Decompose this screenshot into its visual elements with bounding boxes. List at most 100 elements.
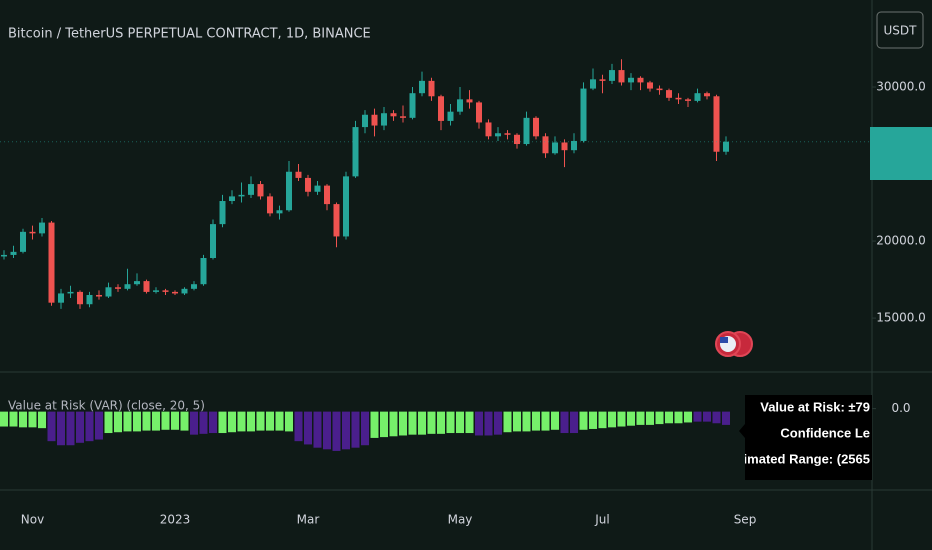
var-bar [190,411,198,435]
candle-body [238,194,245,197]
y-tick-label: 15000.0 [876,311,926,325]
var-bar [465,411,474,434]
var-bar [294,411,303,442]
var-bar [218,411,227,434]
var-bar [351,411,360,448]
x-tick-label: Sep [734,513,757,527]
candle-body [447,111,454,121]
var-bar [646,411,654,425]
chart-title: Bitcoin / TetherUS PERPETUAL CONTRACT, 1… [8,27,371,42]
candle-body [466,99,473,103]
var-bar [370,411,379,438]
var-bar [209,411,217,434]
currency-button[interactable] [876,11,924,49]
var-bar [437,411,445,434]
candle-body [343,176,349,237]
var-bar [247,411,255,432]
candle-body [86,294,93,305]
var-bar [361,411,369,446]
candle-body [580,88,587,141]
candle-body [561,142,568,151]
var-bar [627,411,635,426]
candle-body [476,102,482,123]
var-bar [19,411,27,428]
var-bar [598,411,607,429]
y-tick-label: 20000.0 [876,234,926,248]
candle-body [504,133,511,135]
var-bar [722,411,730,425]
candle-body [124,284,131,289]
var-bar [418,411,426,435]
var-bar [133,411,141,432]
candle-body [666,90,672,98]
var-bar [389,411,398,437]
candle-body [229,196,235,202]
candle-body [134,281,140,285]
var-bar [114,411,122,433]
var-bar [171,411,179,430]
candle-body [172,291,178,294]
x-tick-label: Jul [594,513,609,527]
candle-body [200,258,207,285]
var-bar [541,411,550,431]
x-tick-label: May [448,513,473,527]
var-bar [503,411,512,433]
candle-body [20,231,26,252]
var-bar [0,411,8,427]
candle-body [514,134,520,145]
var-bar [570,411,578,434]
var-bar [275,411,284,431]
candle-body [523,117,530,145]
candle-body [29,231,36,234]
var-bar [28,411,37,428]
var-bar [57,411,65,446]
candle-body [1,254,7,257]
var-bar [161,411,170,430]
var-bar [475,411,483,436]
x-tick-label: Mar [297,513,320,527]
var-bar [712,411,721,424]
var-bar [38,411,46,429]
candle-body [181,288,188,294]
candle-body [286,171,292,211]
candle-body [552,142,558,154]
candle-body [96,294,102,297]
candle-body [457,99,463,112]
candle-body [162,290,169,292]
var-bar [636,411,645,425]
candle-body [647,82,653,89]
var-bar [655,411,664,425]
var-bar [342,411,350,450]
candle-body [495,133,501,137]
var-bar [237,411,246,432]
candle-body [115,287,121,289]
var-bar [446,411,455,434]
candle-body [219,201,226,225]
var-bar [256,411,265,431]
x-tick-label: Nov [21,513,44,527]
var-bar [332,411,341,451]
var-bar [123,411,132,432]
candle-body [333,204,340,237]
var-bar [152,411,160,431]
var-bar [408,411,417,435]
candle-body [362,114,368,128]
var-bar [579,411,588,430]
candle-body [267,196,273,214]
candle-body [48,222,55,303]
currency-label[interactable]: USDT [884,24,918,38]
var-bar [304,411,312,445]
var-bar [427,411,436,434]
indicator-title: Value at Risk (VAR) (close, 20, 5) [8,399,205,413]
var-bar [665,411,673,424]
candle-body [371,114,378,126]
var-bar [589,411,597,429]
candle-body [276,210,283,214]
var-bar [285,411,293,432]
flag-icons [715,331,753,357]
candle-body [628,77,634,83]
var-bar [399,411,407,436]
candle-body [542,136,549,154]
candle-body [675,97,682,100]
